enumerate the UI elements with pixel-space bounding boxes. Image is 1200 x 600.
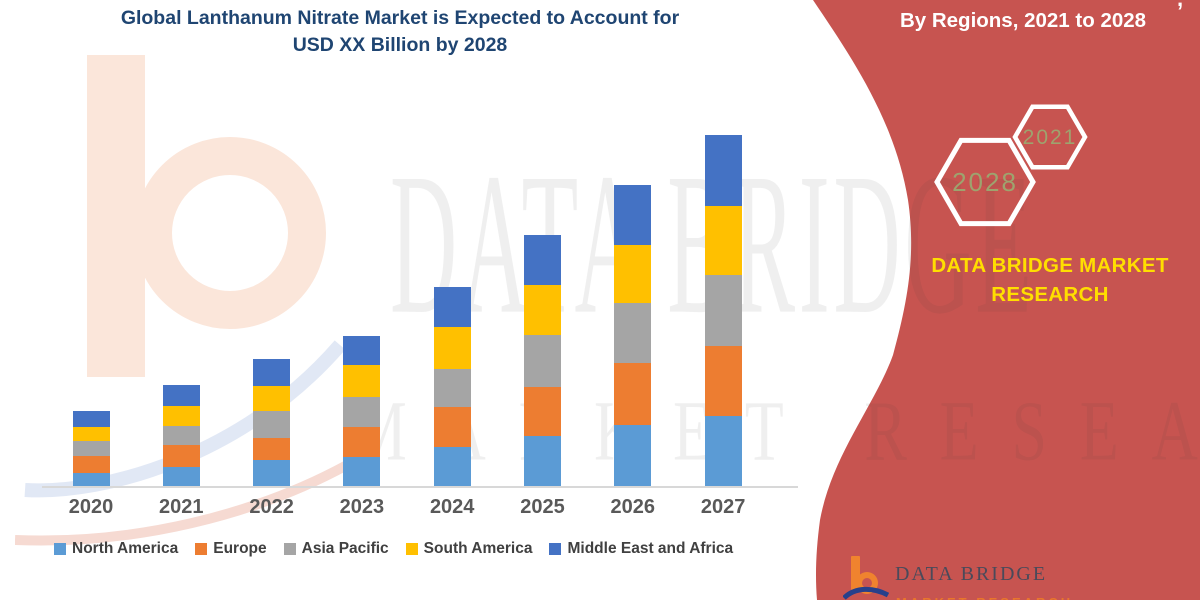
legend-item-europe: Europe (195, 540, 267, 558)
legend-label-europe: Europe (213, 540, 267, 557)
legend-swatch-europe (195, 543, 208, 555)
brand-callout: DATA BRIDGE MARKET RESEARCH (931, 254, 1169, 306)
bar-segment-middle-east-and-africa-2024 (433, 287, 471, 327)
bar-segment-middle-east-and-africa-2026 (614, 185, 652, 245)
legend-swatch-asia-pacific (283, 543, 296, 555)
bar-segment-asia-pacific-2022 (253, 411, 291, 438)
bar-2021 (162, 385, 200, 487)
bar-segment-europe-2024 (433, 407, 471, 447)
bar-segment-north-america-2023 (343, 457, 381, 487)
bar-segment-asia-pacific-2027 (704, 275, 742, 346)
bar-segment-europe-2020 (72, 456, 110, 473)
footer-logo-subtitle: MARKET RESEARCH (896, 595, 1073, 600)
bar-2023 (343, 336, 381, 487)
bar-2022 (253, 359, 291, 487)
x-axis-label-2024: 2024 (429, 496, 475, 518)
bar-segment-europe-2026 (614, 363, 652, 425)
bar-segment-south-america-2020 (72, 427, 110, 441)
bar-segment-asia-pacific-2024 (433, 369, 471, 407)
bar-segment-south-america-2024 (433, 327, 471, 369)
bar-segment-south-america-2026 (614, 245, 652, 303)
hexagon-years-graphic: 2028 2021 (934, 104, 1088, 227)
chart-title-line2: USD XX Billion by 2028 (292, 34, 508, 56)
x-axis-label-2023: 2023 (339, 496, 385, 518)
watermark-red-swoosh (15, 460, 350, 546)
hexagon-2021-outline (1012, 104, 1088, 170)
hexagon-2021-label: 2021 (1023, 126, 1078, 149)
x-axis-label-2022: 2022 (249, 496, 294, 518)
footer-logo-name: DATA BRIDGE (895, 563, 1048, 585)
bar-segment-europe-2023 (343, 427, 381, 457)
legend-label-south-america: South America (423, 540, 533, 557)
background-logo-watermark (15, 55, 350, 546)
footer-logo-b-icon (842, 556, 890, 600)
x-axis-label-2027: 2027 (700, 496, 746, 518)
legend-item-asia-pacific: Asia Pacific (283, 540, 389, 558)
bar-segment-middle-east-and-africa-2022 (253, 359, 291, 386)
legend-item-north-america: North America (54, 540, 178, 558)
x-axis-line (42, 486, 798, 488)
chart-title: Global Lanthanum Nitrate Market is Expec… (40, 5, 760, 59)
bar-segment-middle-east-and-africa-2023 (343, 336, 381, 365)
bar-segment-south-america-2022 (253, 386, 291, 411)
bar-segment-asia-pacific-2020 (72, 441, 110, 456)
bar-segment-middle-east-and-africa-2020 (72, 411, 110, 427)
bar-2025 (524, 235, 561, 487)
bar-segment-asia-pacific-2025 (524, 335, 561, 387)
x-axis-label-2021: 2021 (159, 496, 204, 518)
chart-title-line1: Global Lanthanum Nitrate Market is Expec… (120, 7, 680, 29)
bar-segment-south-america-2023 (343, 365, 381, 397)
bar-2026 (614, 185, 652, 487)
bar-segment-north-america-2024 (433, 447, 471, 487)
legend-label-middle-east-and-africa: Middle East and Africa (567, 540, 734, 557)
bar-segment-middle-east-and-africa-2021 (162, 385, 200, 406)
bar-segment-europe-2021 (162, 445, 200, 467)
bar-segment-north-america-2022 (253, 460, 291, 487)
bar-segment-north-america-2027 (704, 416, 742, 487)
bar-2027 (704, 135, 742, 487)
bar-segment-north-america-2026 (614, 425, 652, 487)
x-axis-label-2020: 2020 (68, 496, 114, 518)
hexagon-2028-label: 2028 (952, 167, 1018, 197)
chart-legend: North America Europe Asia Pacific South Ame… (54, 540, 733, 558)
bar-2020 (72, 411, 110, 487)
bar-segment-europe-2022 (253, 438, 291, 460)
legend-swatch-north-america (54, 543, 66, 555)
bar-segment-south-america-2021 (162, 406, 200, 426)
footer-logo-swoosh (842, 586, 890, 600)
legend-swatch-south-america (405, 543, 418, 555)
bar-segment-north-america-2025 (524, 436, 561, 487)
banner-heading-fragment: , (1177, 0, 1183, 12)
x-axis-label-2026: 2026 (610, 496, 656, 518)
legend-item-south-america: South America (405, 540, 533, 558)
bar-segment-asia-pacific-2023 (343, 397, 381, 427)
legend-item-middle-east-and-africa: Middle East and Africa (549, 540, 733, 558)
legend-swatch-middle-east-and-africa (549, 543, 562, 555)
watermark-b-bar (87, 55, 145, 377)
hexagon-2028-outline (934, 137, 1036, 227)
watermark-b-bowl (134, 137, 326, 329)
footer-logo: DATA BRIDGE MARKET RESEARCH (842, 556, 1163, 600)
bar-segment-middle-east-and-africa-2025 (524, 235, 561, 285)
bar-segment-europe-2027 (704, 346, 742, 416)
bar-segment-south-america-2025 (524, 285, 561, 335)
bar-2024 (433, 287, 471, 487)
bar-segment-middle-east-and-africa-2027 (704, 135, 742, 206)
bar-segment-europe-2025 (524, 387, 561, 436)
bar-segment-asia-pacific-2026 (614, 303, 652, 363)
bar-segment-north-america-2020 (72, 473, 110, 487)
bar-segment-asia-pacific-2021 (162, 426, 200, 445)
banner-heading: By Regions, 2021 to 2028 (899, 9, 1147, 32)
legend-label-north-america: North America (72, 540, 179, 557)
x-axis-label-2025: 2025 (520, 496, 565, 518)
bar-segment-south-america-2027 (704, 206, 742, 275)
legend-label-asia-pacific: Asia Pacific (301, 540, 389, 557)
bar-segment-north-america-2021 (162, 467, 200, 487)
